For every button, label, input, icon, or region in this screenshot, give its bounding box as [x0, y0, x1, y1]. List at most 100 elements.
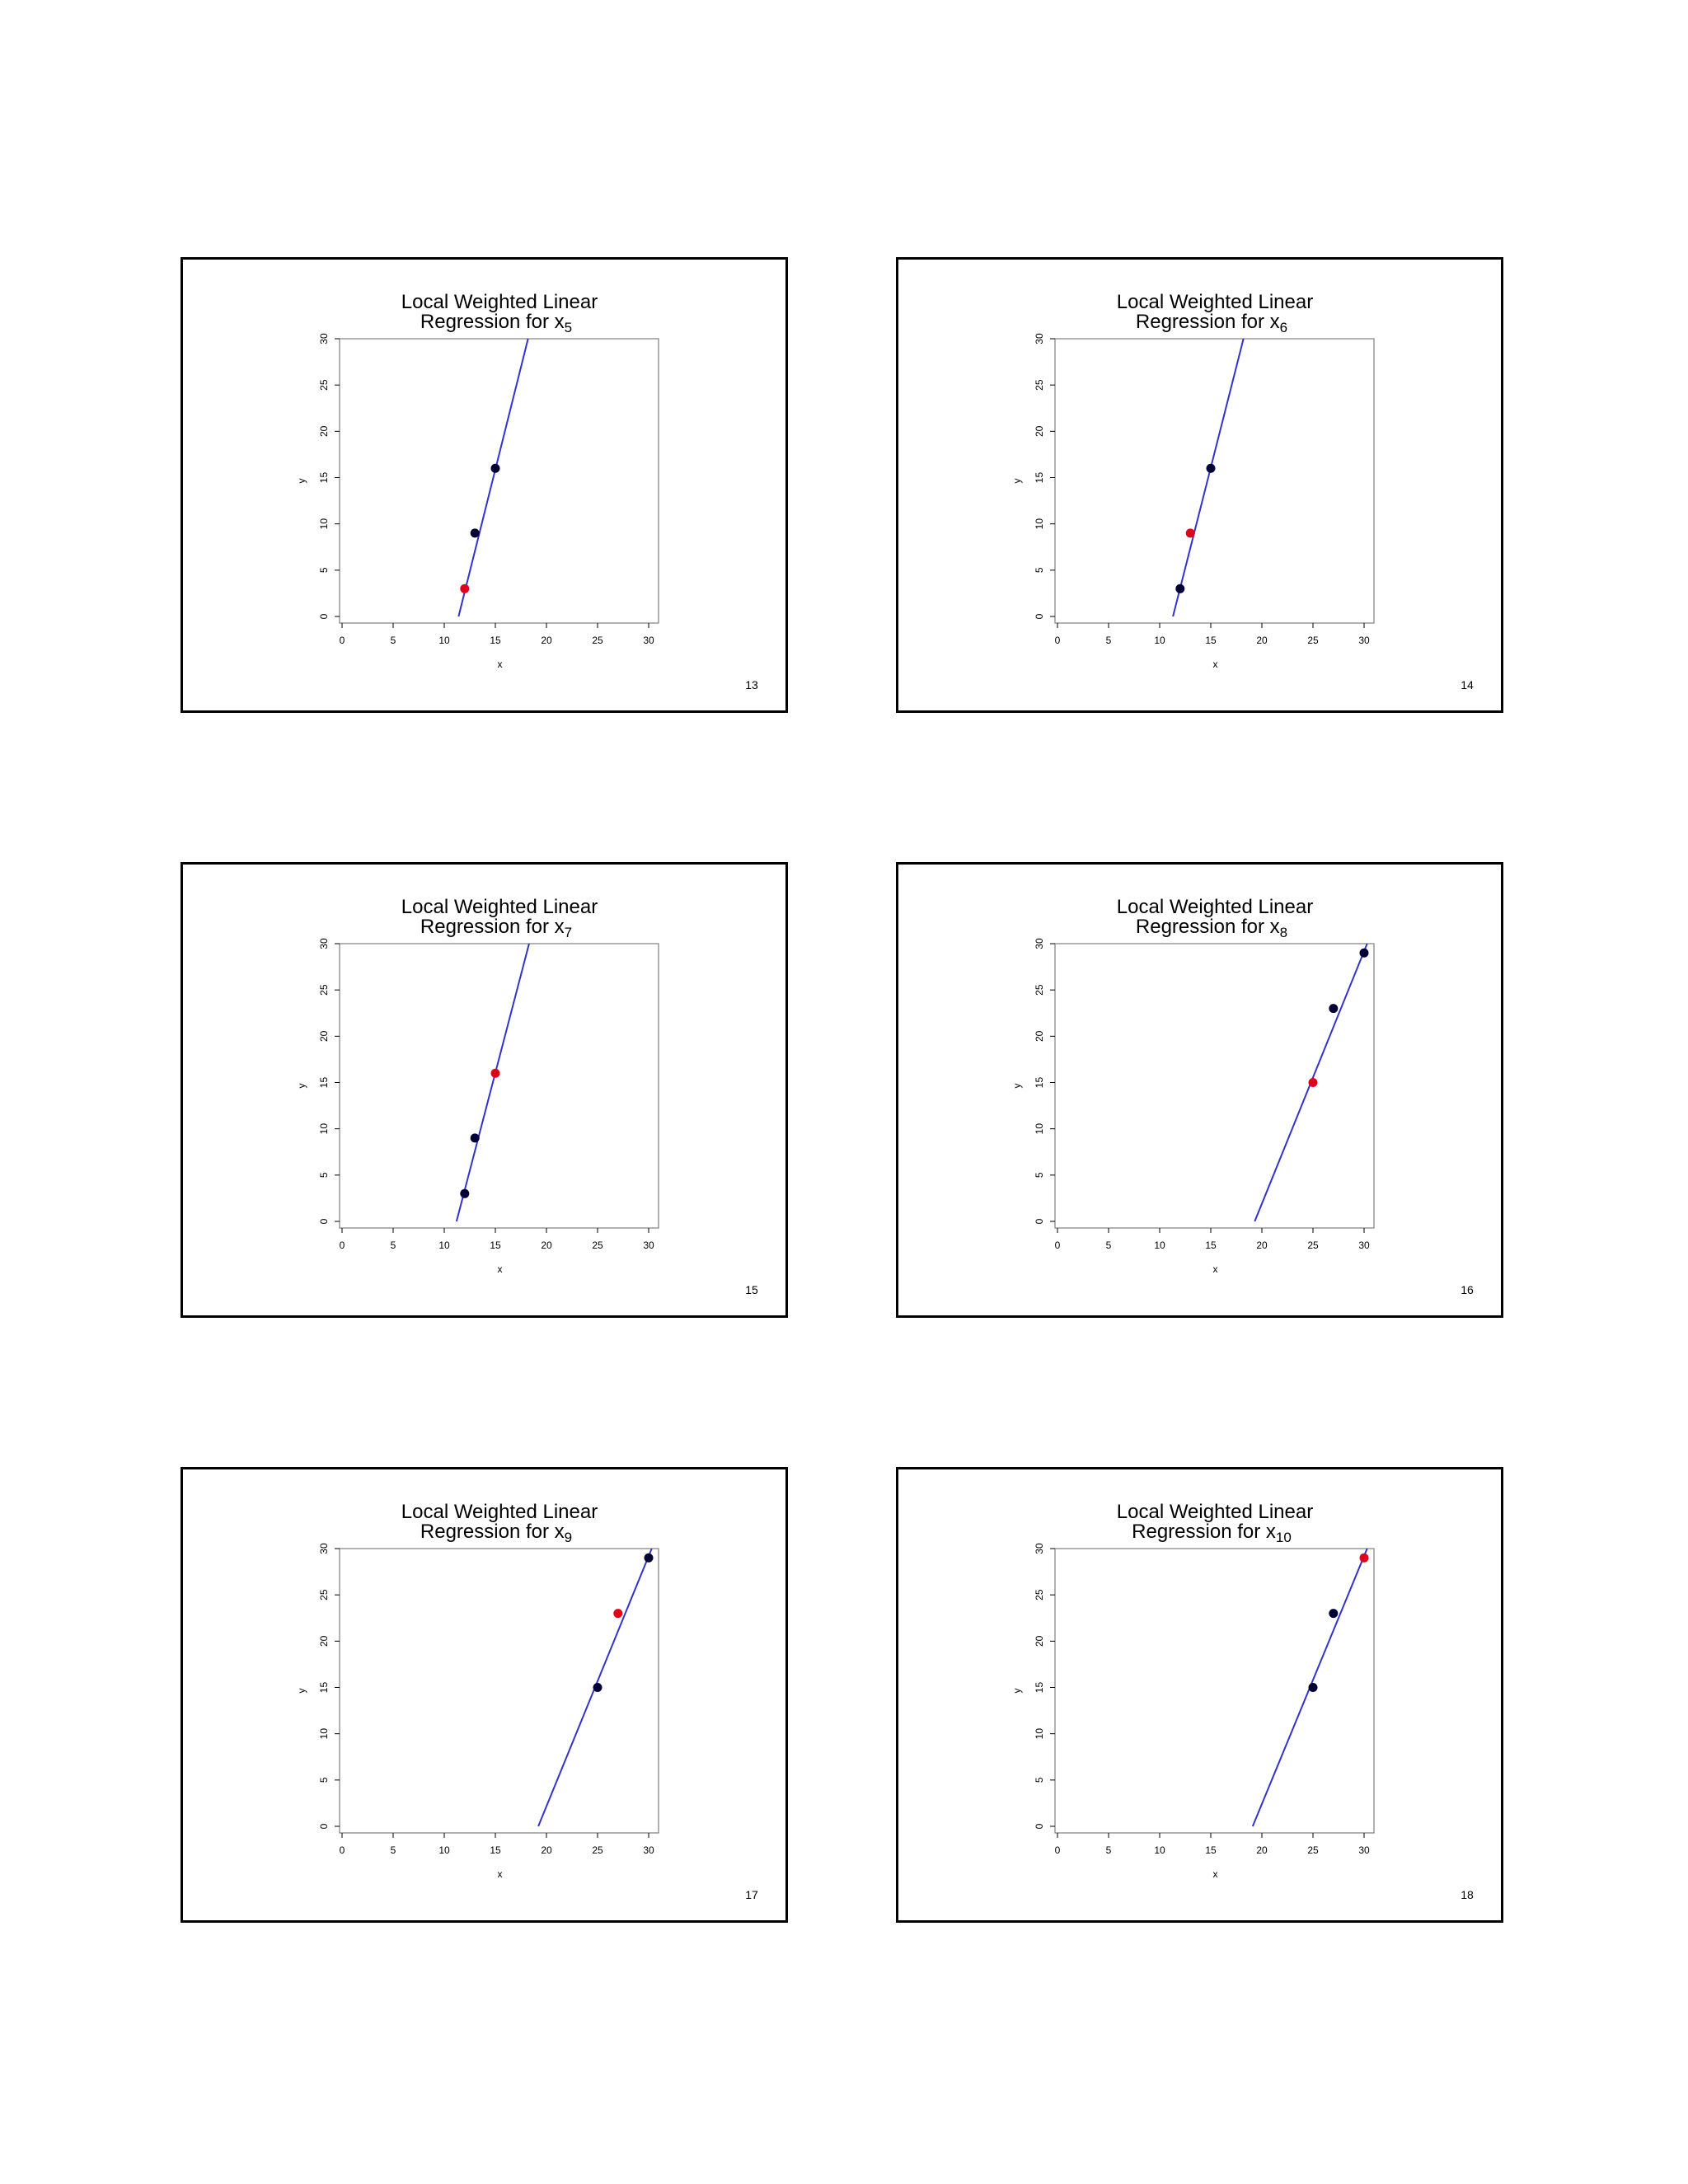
y-tick-label: 5: [1034, 567, 1045, 573]
y-tick-label: 25: [318, 984, 330, 996]
chart-title-line1: Local Weighted Linear: [1117, 1501, 1313, 1523]
y-axis-label: y: [296, 479, 307, 484]
x-tick-label: 0: [1055, 635, 1061, 646]
y-tick-label: 10: [318, 1123, 330, 1135]
chart-x7: Local Weighted Linear Regression for x7 …: [296, 896, 758, 1296]
plot-frame: [339, 338, 659, 624]
y-tick-label: 30: [318, 938, 330, 949]
y-tick-label: 5: [1034, 1777, 1045, 1783]
slide-16: Local Weighted Linear Regression for x8 …: [896, 862, 1503, 1318]
y-tick-label: 30: [1034, 938, 1045, 949]
x-axis-label: x: [1213, 1868, 1218, 1880]
query-point: [460, 583, 470, 593]
y-axis-label: y: [1011, 1689, 1023, 1694]
y-tick-label: 15: [1034, 1077, 1045, 1089]
x-tick-label: 5: [1106, 1240, 1112, 1251]
x-tick-label: 25: [592, 1240, 603, 1251]
x-axis-label: x: [498, 1868, 503, 1880]
chart-title-line2: Regression for x8: [1136, 916, 1287, 940]
x-tick-label: 20: [541, 635, 552, 646]
y-axis-label: y: [296, 1689, 307, 1694]
y-tick-label: 10: [318, 1728, 330, 1740]
y-tick-label: 15: [318, 1077, 330, 1089]
y-tick-label: 25: [1034, 1589, 1045, 1601]
data-point: [1329, 1609, 1339, 1619]
x-axis-label: x: [498, 658, 503, 670]
data-point: [1206, 463, 1216, 473]
y-tick-label: 20: [1034, 425, 1045, 437]
y-tick-label: 30: [318, 333, 330, 344]
y-tick-label: 20: [1034, 1635, 1045, 1647]
y-tick-label: 25: [1034, 379, 1045, 391]
x-tick-label: 0: [340, 635, 345, 646]
y-axis-label: y: [1011, 1084, 1023, 1089]
chart-x8: Local Weighted Linear Regression for x8 …: [1011, 896, 1474, 1296]
x-tick-label: 5: [1106, 635, 1112, 646]
page-number: 13: [745, 678, 758, 691]
x-tick-label: 30: [643, 1240, 654, 1251]
x-tick-label: 20: [541, 1240, 552, 1251]
y-tick-label: 15: [1034, 472, 1045, 484]
slide-15: Local Weighted Linear Regression for x7 …: [181, 862, 788, 1318]
y-tick-label: 20: [1034, 1030, 1045, 1042]
y-tick-label: 5: [1034, 1172, 1045, 1178]
x-tick-label: 20: [1256, 635, 1268, 646]
chart-title-line1: Local Weighted Linear: [1117, 896, 1313, 918]
chart-x9: Local Weighted Linear Regression for x9 …: [296, 1501, 758, 1901]
x-tick-label: 25: [592, 1844, 603, 1856]
x-tick-label: 5: [391, 1240, 396, 1251]
chart-x10: Local Weighted Linear Regression for x10…: [1011, 1501, 1474, 1901]
chart-title-line2: Regression for x6: [1136, 311, 1287, 335]
x-tick-label: 0: [1055, 1844, 1061, 1856]
regression-line: [1172, 339, 1245, 617]
x-tick-label: 20: [1256, 1240, 1268, 1251]
chart-title-line1: Local Weighted Linear: [401, 896, 598, 918]
chart-title-line1: Local Weighted Linear: [401, 1501, 598, 1523]
x-tick-label: 30: [1358, 635, 1370, 646]
y-tick-label: 25: [318, 379, 330, 391]
data-point: [1308, 1683, 1318, 1692]
y-tick-label: 15: [318, 472, 330, 484]
plot-frame: [339, 1548, 659, 1834]
chart-title-line1: Local Weighted Linear: [401, 291, 598, 313]
x-tick-label: 30: [643, 635, 654, 646]
y-tick-label: 25: [1034, 984, 1045, 996]
y-axis-label: y: [1011, 479, 1023, 484]
chart-title-line2: Regression for x9: [420, 1521, 572, 1545]
y-tick-label: 0: [318, 613, 330, 619]
x-tick-label: 30: [1358, 1240, 1370, 1251]
slide-14: Local Weighted Linear Regression for x6 …: [896, 257, 1503, 713]
y-tick-label: 20: [318, 425, 330, 437]
x-tick-label: 20: [1256, 1844, 1268, 1856]
y-tick-label: 0: [1034, 1823, 1045, 1829]
x-tick-label: 15: [490, 1240, 501, 1251]
x-axis-label: x: [498, 1263, 503, 1275]
query-point: [1359, 1553, 1369, 1563]
query-point: [1308, 1078, 1318, 1087]
page-number: 14: [1461, 678, 1474, 691]
chart-title-line1: Local Weighted Linear: [1117, 291, 1313, 313]
x-tick-label: 0: [1055, 1240, 1061, 1251]
y-tick-label: 15: [1034, 1682, 1045, 1694]
x-tick-label: 15: [1205, 1844, 1217, 1856]
data-point: [593, 1683, 603, 1692]
plot-frame: [1054, 1548, 1375, 1834]
y-tick-label: 30: [318, 1543, 330, 1554]
slide-13: Local Weighted Linear Regression for x5 …: [181, 257, 788, 713]
y-tick-label: 25: [318, 1589, 330, 1601]
query-point: [1185, 528, 1195, 538]
x-tick-label: 5: [391, 1844, 396, 1856]
x-tick-label: 20: [541, 1844, 552, 1856]
data-point: [460, 1188, 470, 1198]
y-tick-label: 5: [318, 1777, 330, 1783]
y-tick-label: 0: [1034, 1218, 1045, 1224]
x-tick-label: 10: [438, 635, 450, 646]
x-tick-label: 5: [1106, 1844, 1112, 1856]
chart-title-line2: Regression for x5: [420, 311, 572, 335]
x-tick-label: 25: [1307, 1844, 1319, 1856]
chart-title-line2: Regression for x7: [420, 916, 572, 940]
data-point: [644, 1553, 654, 1563]
x-tick-label: 30: [1358, 1844, 1370, 1856]
y-tick-label: 10: [318, 518, 330, 530]
query-point: [490, 1068, 500, 1078]
